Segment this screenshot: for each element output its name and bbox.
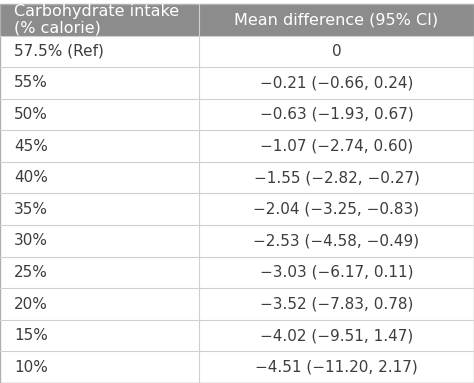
FancyBboxPatch shape <box>199 257 474 288</box>
Text: −2.53 (−4.58, −0.49): −2.53 (−4.58, −0.49) <box>254 233 419 248</box>
FancyBboxPatch shape <box>0 4 199 36</box>
Text: 57.5% (Ref): 57.5% (Ref) <box>14 44 104 59</box>
Text: 45%: 45% <box>14 139 48 154</box>
Text: 50%: 50% <box>14 107 48 122</box>
Text: −3.52 (−7.83, 0.78): −3.52 (−7.83, 0.78) <box>260 296 413 311</box>
FancyBboxPatch shape <box>199 162 474 193</box>
Text: 15%: 15% <box>14 328 48 343</box>
Text: −0.21 (−0.66, 0.24): −0.21 (−0.66, 0.24) <box>260 75 413 90</box>
FancyBboxPatch shape <box>199 320 474 352</box>
FancyBboxPatch shape <box>199 130 474 162</box>
FancyBboxPatch shape <box>0 257 199 288</box>
Text: −2.04 (−3.25, −0.83): −2.04 (−3.25, −0.83) <box>254 202 419 217</box>
Text: −4.51 (−11.20, 2.17): −4.51 (−11.20, 2.17) <box>255 360 418 375</box>
Text: −3.03 (−6.17, 0.11): −3.03 (−6.17, 0.11) <box>260 265 413 280</box>
FancyBboxPatch shape <box>0 130 199 162</box>
FancyBboxPatch shape <box>199 352 474 383</box>
Text: 0: 0 <box>332 44 341 59</box>
Text: 40%: 40% <box>14 170 48 185</box>
FancyBboxPatch shape <box>199 193 474 225</box>
FancyBboxPatch shape <box>199 288 474 320</box>
FancyBboxPatch shape <box>0 67 199 99</box>
FancyBboxPatch shape <box>199 99 474 130</box>
Text: Carbohydrate intake
(% calorie): Carbohydrate intake (% calorie) <box>14 3 179 36</box>
Text: 55%: 55% <box>14 75 48 90</box>
FancyBboxPatch shape <box>199 225 474 257</box>
Text: 20%: 20% <box>14 296 48 311</box>
FancyBboxPatch shape <box>0 288 199 320</box>
FancyBboxPatch shape <box>0 320 199 352</box>
Text: −0.63 (−1.93, 0.67): −0.63 (−1.93, 0.67) <box>260 107 413 122</box>
Text: 25%: 25% <box>14 265 48 280</box>
FancyBboxPatch shape <box>0 193 199 225</box>
Text: Mean difference (95% CI): Mean difference (95% CI) <box>235 12 438 27</box>
FancyBboxPatch shape <box>199 36 474 67</box>
Text: 10%: 10% <box>14 360 48 375</box>
FancyBboxPatch shape <box>199 67 474 99</box>
Text: −4.02 (−9.51, 1.47): −4.02 (−9.51, 1.47) <box>260 328 413 343</box>
FancyBboxPatch shape <box>0 99 199 130</box>
Text: 35%: 35% <box>14 202 48 217</box>
Text: 30%: 30% <box>14 233 48 248</box>
FancyBboxPatch shape <box>0 162 199 193</box>
Text: −1.07 (−2.74, 0.60): −1.07 (−2.74, 0.60) <box>260 139 413 154</box>
FancyBboxPatch shape <box>0 36 199 67</box>
Text: −1.55 (−2.82, −0.27): −1.55 (−2.82, −0.27) <box>254 170 419 185</box>
FancyBboxPatch shape <box>0 225 199 257</box>
FancyBboxPatch shape <box>199 4 474 36</box>
FancyBboxPatch shape <box>0 352 199 383</box>
